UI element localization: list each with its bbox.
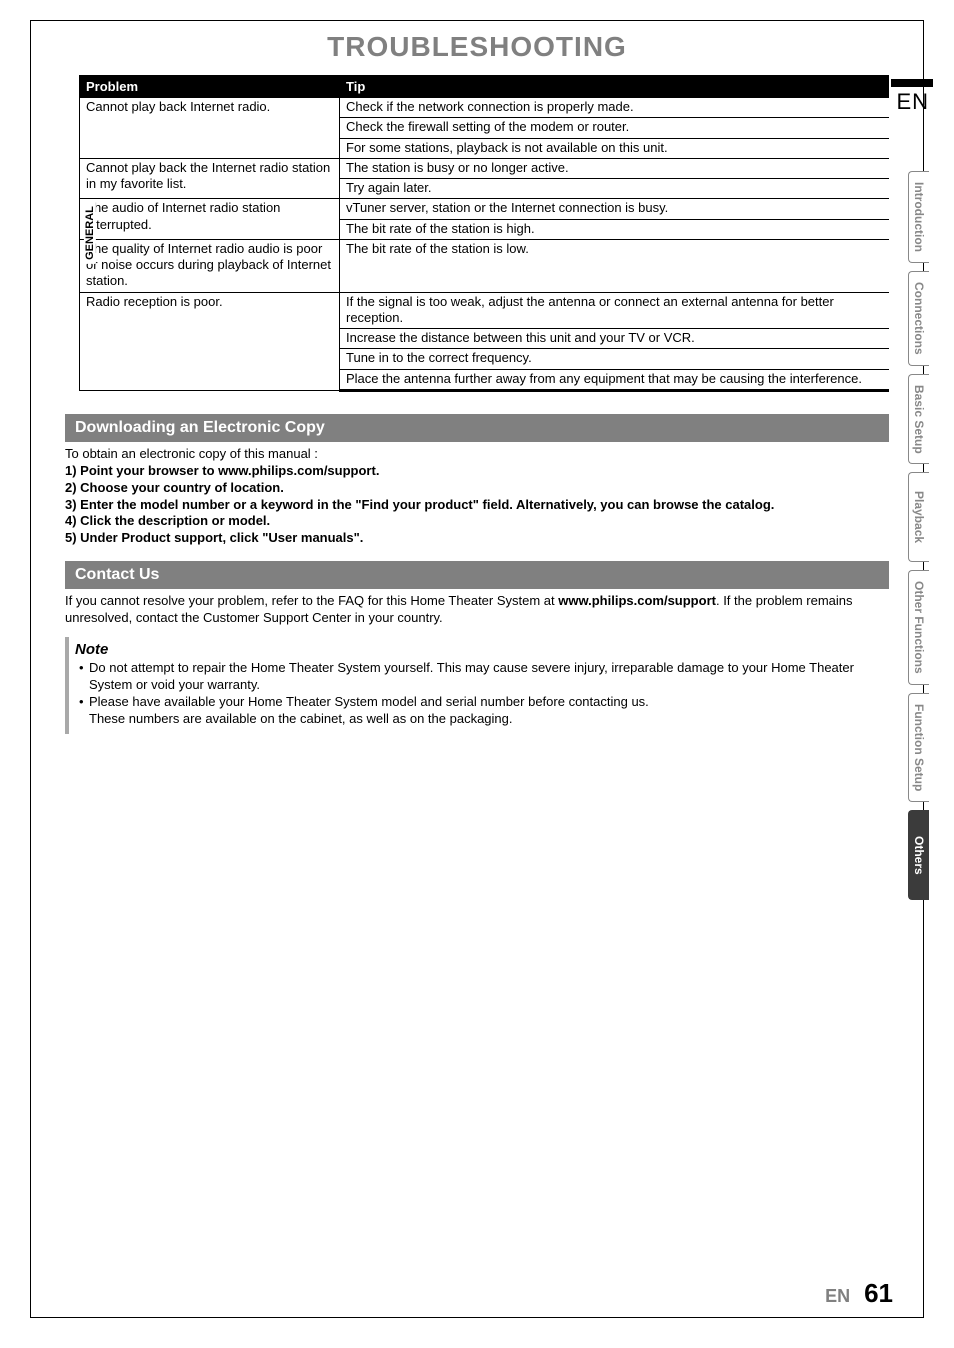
table-row: Cannot play back the Internet radio stat… [80,158,890,178]
page-footer: EN 61 [825,1278,893,1309]
cell-tip: For some stations, playback is not avail… [340,138,890,158]
cell-tip: Try again later. [340,179,890,199]
cell-problem: Radio reception is poor. [80,292,340,390]
step-item: 2) Choose your country of location. [65,480,889,497]
download-intro: To obtain an electronic copy of this man… [65,446,889,461]
cell-tip: Increase the distance between this unit … [340,329,890,349]
table-row: Radio reception is poor. If the signal i… [80,292,890,329]
cell-problem: Cannot play back the Internet radio stat… [80,158,340,199]
tab-playback[interactable]: Playback [908,472,929,562]
page-title: TROUBLESHOOTING [31,31,923,63]
step-item: 5) Under Product support, click "User ma… [65,530,889,547]
contact-body: If you cannot resolve your problem, refe… [65,593,889,627]
step-item: 4) Click the description or model. [65,513,889,530]
table-row: Cannot play back Internet radio. Check i… [80,98,890,118]
cell-tip: If the signal is too weak, adjust the an… [340,292,890,329]
cell-tip: The station is busy or no longer active. [340,158,890,178]
contact-prefix: If you cannot resolve your problem, refe… [65,593,558,608]
cell-tip: Place the antenna further away from any … [340,369,890,390]
tab-other-functions[interactable]: Other Functions [908,570,929,685]
content-area: GENERAL Problem Tip Cannot play back Int… [31,75,923,734]
table-vertical-label: GENERAL [84,202,96,264]
step-item: 1) Point your browser to www.philips.com… [65,463,889,480]
note-box: Note Do not attempt to repair the Home T… [65,637,889,734]
lang-bar [891,79,933,87]
download-steps: 1) Point your browser to www.philips.com… [65,463,889,547]
table-row: The quality of Internet radio audio is p… [80,239,890,292]
language-label: EN [896,89,929,115]
col-problem: Problem [80,76,340,98]
download-heading: Downloading an Electronic Copy [65,414,889,442]
tab-function-setup[interactable]: Function Setup [908,693,929,802]
note-list: Do not attempt to repair the Home Theate… [75,660,883,728]
table-row: The audio of Internet radio station inte… [80,199,890,219]
cell-tip: Check if the network connection is prope… [340,98,890,118]
tab-basic-setup[interactable]: Basic Setup [908,374,929,465]
cell-tip: Check the firewall setting of the modem … [340,118,890,138]
col-tip: Tip [340,76,890,98]
cell-tip: The bit rate of the station is high. [340,219,890,239]
troubleshoot-table: Problem Tip Cannot play back Internet ra… [79,75,889,392]
tab-introduction[interactable]: Introduction [908,171,929,263]
cell-problem: Cannot play back Internet radio. [80,98,340,159]
step-item: 3) Enter the model number or a keyword i… [65,497,889,514]
troubleshoot-table-wrap: GENERAL Problem Tip Cannot play back Int… [65,75,889,392]
contact-url: www.philips.com/support [558,593,716,608]
footer-lang: EN [825,1286,850,1307]
footer-page: 61 [864,1278,893,1309]
page-border: EN Introduction Connections Basic Setup … [30,20,924,1318]
tab-others[interactable]: Others [908,810,929,900]
tab-connections[interactable]: Connections [908,271,929,366]
contact-heading: Contact Us [65,561,889,589]
table-header-row: Problem Tip [80,76,890,98]
cell-tip: vTuner server, station or the Internet c… [340,199,890,219]
note-item: Please have available your Home Theater … [79,694,883,728]
cell-tip: The bit rate of the station is low. [340,239,890,292]
cell-tip: Tune in to the correct frequency. [340,349,890,369]
cell-problem: The audio of Internet radio station inte… [80,199,340,240]
note-title: Note [75,641,883,658]
note-item: Do not attempt to repair the Home Theate… [79,660,883,694]
side-tabs: Introduction Connections Basic Setup Pla… [908,171,929,900]
cell-problem: The quality of Internet radio audio is p… [80,239,340,292]
